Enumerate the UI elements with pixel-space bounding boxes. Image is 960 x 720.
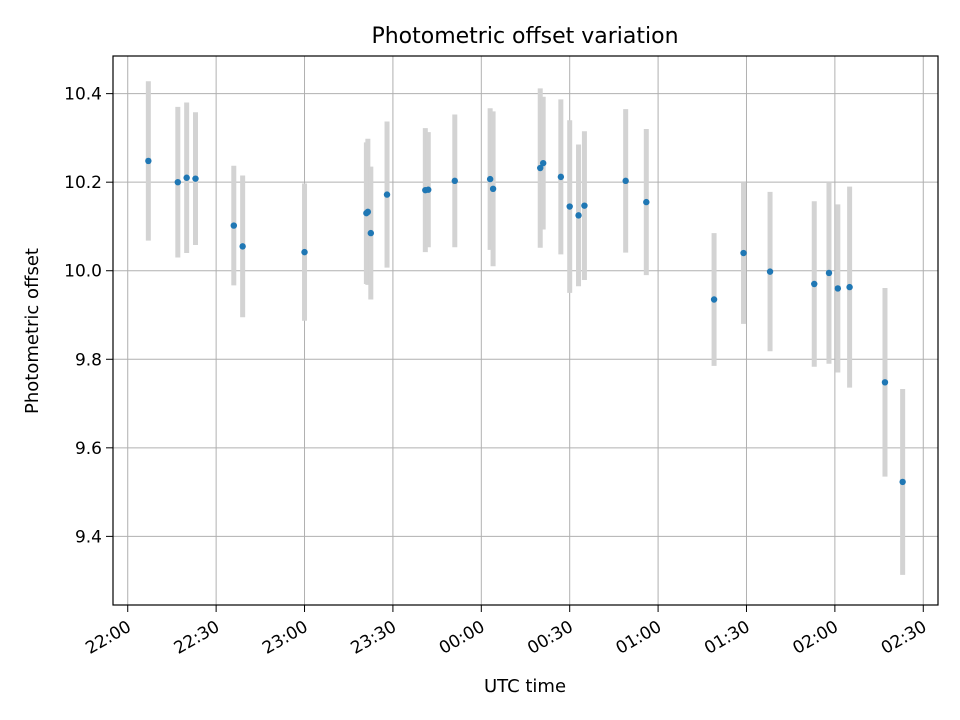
data-point bbox=[846, 283, 853, 291]
data-point bbox=[367, 229, 375, 237]
plot-frame bbox=[112, 55, 939, 606]
data-point bbox=[537, 164, 544, 172]
data-point bbox=[425, 186, 432, 193]
y-axis: 9.4 9.6 9.8 10.0 10.2 10.4 bbox=[64, 85, 113, 547]
data-point bbox=[834, 285, 842, 292]
data-point bbox=[301, 248, 308, 256]
x-tick-label: 02:00 bbox=[789, 617, 841, 659]
x-tick-label: 01:30 bbox=[701, 617, 753, 659]
chart-title: Photometric offset variation bbox=[371, 24, 678, 49]
y-axis-label: Photometric offset bbox=[22, 248, 43, 414]
x-tick-label: 02:30 bbox=[878, 617, 930, 659]
x-tick-label: 22:00 bbox=[82, 617, 134, 659]
data-point bbox=[192, 175, 199, 182]
data-point bbox=[174, 178, 182, 186]
data-point bbox=[825, 269, 833, 277]
data-point bbox=[566, 203, 573, 210]
data-point bbox=[766, 268, 774, 275]
y-tick-label: 10.0 bbox=[64, 262, 102, 282]
y-tick-label: 10.2 bbox=[64, 173, 102, 193]
data-points bbox=[145, 157, 906, 486]
data-point bbox=[183, 174, 190, 181]
x-tick-label: 00:00 bbox=[436, 617, 488, 659]
data-point bbox=[622, 177, 629, 185]
y-tick-label: 9.8 bbox=[75, 350, 102, 370]
y-tick-label: 9.6 bbox=[75, 439, 102, 459]
data-point bbox=[740, 249, 747, 257]
data-point bbox=[145, 157, 152, 165]
data-point bbox=[239, 243, 246, 250]
x-tick-label: 01:00 bbox=[613, 617, 665, 659]
data-point bbox=[575, 212, 582, 219]
data-point bbox=[364, 208, 372, 216]
data-point bbox=[811, 280, 818, 288]
y-tick-label: 9.4 bbox=[75, 527, 102, 547]
x-tick-label: 00:30 bbox=[524, 617, 576, 659]
x-axis: 22:00 22:30 23:00 23:30 00:00 00:30 01:00 01:30… bbox=[82, 605, 930, 659]
y-tick-label: 10.4 bbox=[64, 85, 102, 105]
data-point bbox=[557, 173, 565, 181]
data-point bbox=[383, 191, 391, 198]
data-point bbox=[539, 159, 547, 167]
data-point bbox=[486, 175, 494, 183]
data-point bbox=[581, 202, 588, 209]
data-point bbox=[899, 478, 906, 486]
data-point bbox=[230, 222, 238, 229]
data-point bbox=[451, 177, 458, 185]
x-tick-label: 22:30 bbox=[171, 617, 223, 659]
x-axis-label: UTC time bbox=[484, 676, 566, 697]
data-point bbox=[881, 379, 889, 386]
data-point bbox=[489, 185, 497, 193]
x-tick-label: 23:00 bbox=[259, 617, 311, 659]
error-bars bbox=[145, 81, 906, 575]
data-point bbox=[643, 198, 650, 206]
data-point bbox=[710, 296, 718, 303]
x-tick-label: 23:30 bbox=[348, 617, 400, 659]
